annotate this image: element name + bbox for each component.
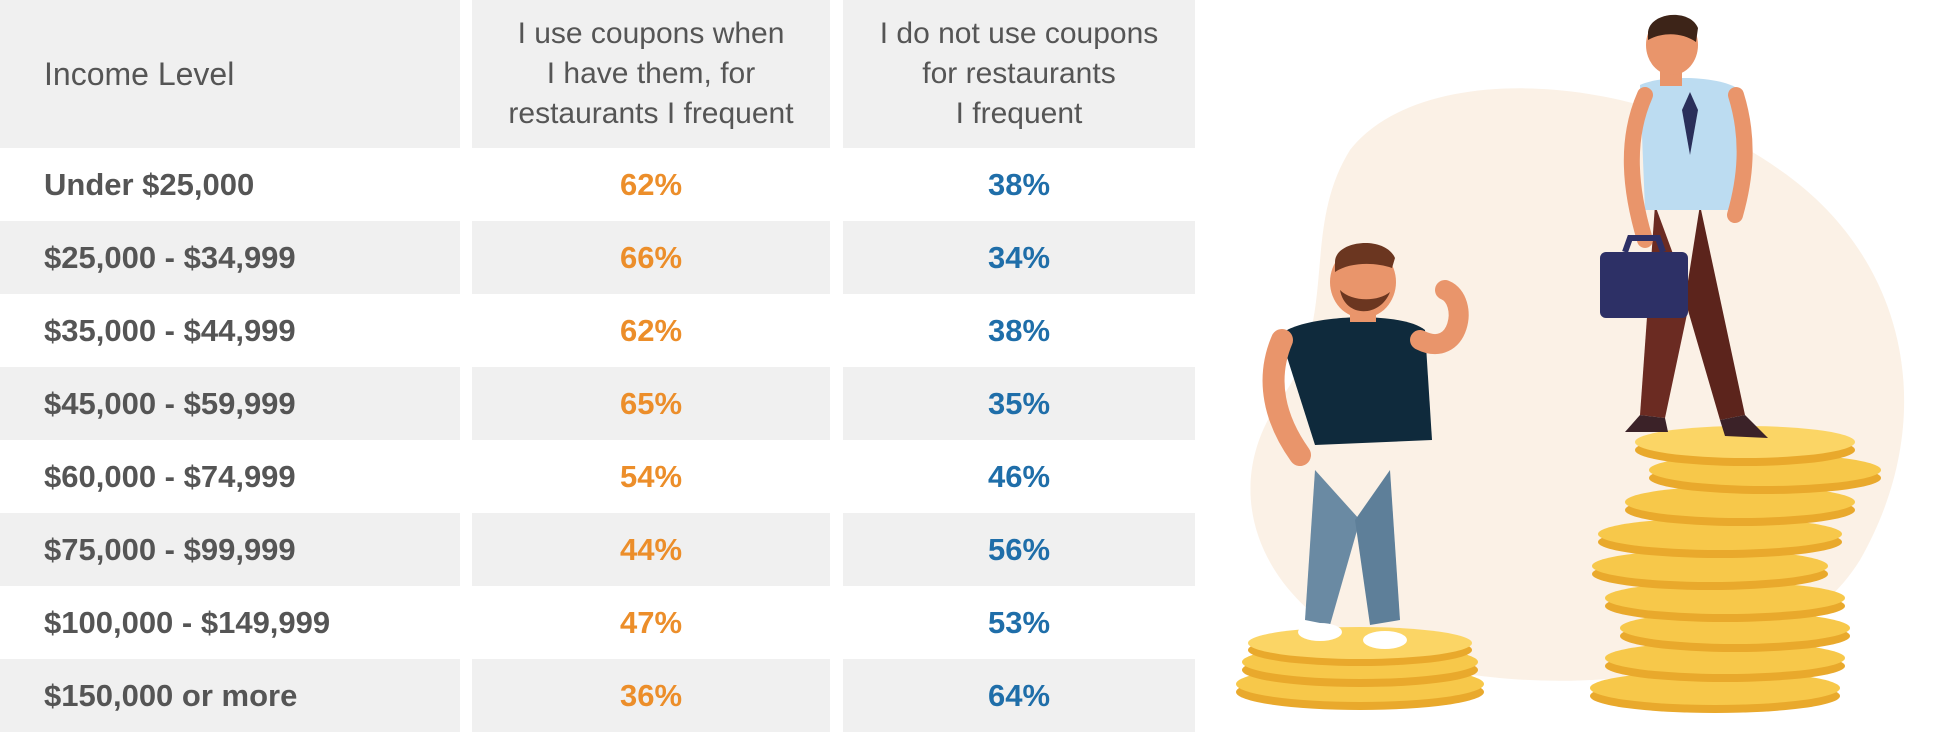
not-use-coupons-value-cell: 53% [843,586,1195,659]
businessman-icon [1600,14,1768,438]
not-use-coupons-value-cell: 35% [843,367,1195,440]
use-coupons-value-cell: 44% [472,513,830,586]
income-level-value: $25,000 - $34,999 [44,239,296,275]
not-use-coupons-value: 56% [987,531,1051,567]
use-coupons-value: 66% [619,239,683,275]
income-level-value-cell: $75,000 - $99,999 [0,513,460,586]
income-level-value-cell: Under $25,000 [0,148,460,221]
income-level-value-cell: $45,000 - $59,999 [0,367,460,440]
income-level-value: $45,000 - $59,999 [44,385,296,421]
not-use-coupons-value: 46% [987,458,1051,494]
table-row: $75,000 - $99,999 44% 56% [0,513,1195,586]
not-use-coupons-value: 34% [987,239,1051,275]
coin-stacks-illustration [1236,14,1905,713]
use-coupons-value: 44% [619,531,683,567]
use-coupons-value: 36% [619,677,683,713]
income-level-value: $150,000 or more [44,677,298,713]
income-level-value-cell: $100,000 - $149,999 [0,586,460,659]
table-row: $60,000 - $74,999 54% 46% [0,440,1195,513]
not-use-coupons-value: 53% [987,604,1051,640]
income-level-value: Under $25,000 [44,166,255,202]
not-use-coupons-value: 38% [987,166,1051,202]
use-coupons-value-cell: 62% [472,148,830,221]
use-coupons-value: 54% [619,458,683,494]
use-coupons-value-cell: 65% [472,367,830,440]
use-coupons-value-cell: 54% [472,440,830,513]
use-coupons-value: 65% [619,385,683,421]
income-level-value: $60,000 - $74,999 [44,458,296,494]
use-coupons-value: 62% [619,312,683,348]
coupon-usage-table: Income Level I use coupons when I have t… [0,0,1195,732]
header-use-coupons-label: I use coupons when I have them, for rest… [508,17,794,130]
table-row: $150,000 or more 36% 64% [0,659,1195,732]
not-use-coupons-value-cell: 46% [843,440,1195,513]
table-row: Under $25,000 62% 38% [0,148,1195,221]
not-use-coupons-value-cell: 56% [843,513,1195,586]
income-level-value-cell: $35,000 - $44,999 [0,294,460,367]
table-row: $45,000 - $59,999 65% 35% [0,367,1195,440]
not-use-coupons-value-cell: 38% [843,148,1195,221]
use-coupons-value-cell: 36% [472,659,830,732]
not-use-coupons-value-cell: 34% [843,221,1195,294]
header-not-use-coupons: I do not use coupons for restaurants I f… [843,0,1195,148]
not-use-coupons-value-cell: 38% [843,294,1195,367]
income-level-value: $75,000 - $99,999 [44,531,296,567]
header-use-coupons: I use coupons when I have them, for rest… [472,0,830,148]
use-coupons-value: 47% [619,604,683,640]
table-row: $35,000 - $44,999 62% 38% [0,294,1195,367]
thinking-man-icon [1262,242,1469,649]
income-level-value: $35,000 - $44,999 [44,312,296,348]
income-level-value-cell: $25,000 - $34,999 [0,221,460,294]
not-use-coupons-value: 35% [987,385,1051,421]
use-coupons-value-cell: 62% [472,294,830,367]
header-income-level-label: Income Level [44,56,235,92]
income-level-value-cell: $60,000 - $74,999 [0,440,460,513]
use-coupons-value: 62% [619,166,683,202]
table-header-row: Income Level I use coupons when I have t… [0,0,1195,148]
income-level-value-cell: $150,000 or more [0,659,460,732]
use-coupons-value-cell: 47% [472,586,830,659]
table-row: $100,000 - $149,999 47% 53% [0,586,1195,659]
tall-coin-stack-icon [1590,426,1881,713]
header-not-use-coupons-label: I do not use coupons for restaurants I f… [879,17,1159,130]
header-income-level: Income Level [0,0,460,148]
small-coin-stack-icon [1236,627,1484,710]
not-use-coupons-value-cell: 64% [843,659,1195,732]
not-use-coupons-value: 64% [987,677,1051,713]
table-row: $25,000 - $34,999 66% 34% [0,221,1195,294]
not-use-coupons-value: 38% [987,312,1051,348]
use-coupons-value-cell: 66% [472,221,830,294]
income-level-value: $100,000 - $149,999 [44,604,331,640]
